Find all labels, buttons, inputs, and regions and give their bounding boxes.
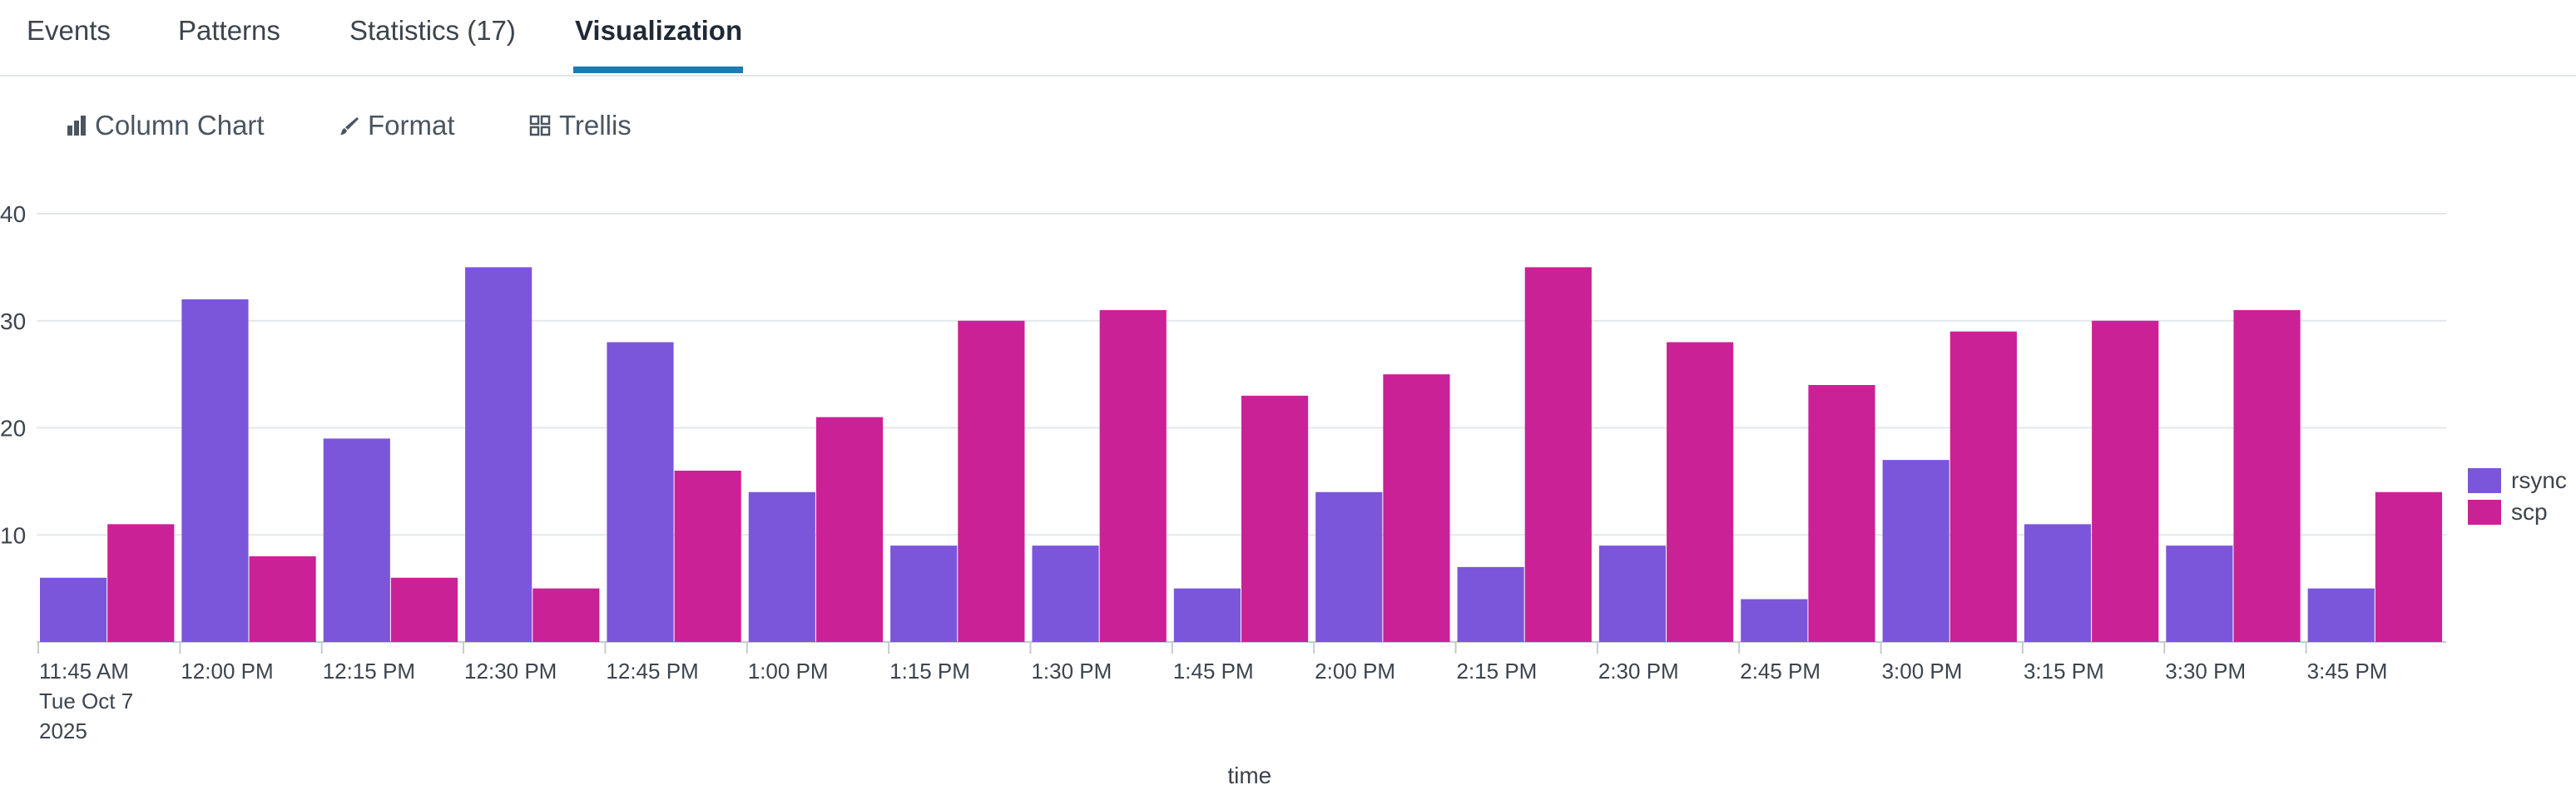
x-tick-label: 2:30 PM [1598, 659, 1679, 684]
x-tick-label: 12:00 PM [181, 659, 273, 684]
y-tick-label: 40 [0, 201, 26, 227]
y-tick-label: 20 [0, 416, 26, 442]
active-tab-indicator [573, 67, 743, 73]
tab-events[interactable]: Events [27, 15, 111, 46]
bar-rsync [2166, 546, 2233, 642]
x-tick-label: 3:15 PM [2024, 659, 2104, 684]
legend-label: rsync [2511, 467, 2567, 493]
bar-rsync [2024, 524, 2092, 642]
bar-rsync [1315, 491, 1383, 642]
bar-rsync [323, 438, 390, 642]
x-tick-label: 12:15 PM [323, 659, 415, 684]
x-tick-label: 3:00 PM [1882, 659, 1963, 684]
bar-rsync [2307, 588, 2375, 642]
bar-scp [249, 556, 316, 642]
grid-icon [529, 115, 551, 136]
bar-scp [958, 320, 1025, 642]
bar-scp [1099, 309, 1167, 642]
x-tick-label: 1:45 PM [1173, 659, 1254, 684]
bar-scp [815, 417, 884, 642]
bar-scp [2092, 320, 2159, 642]
bar-scp [1383, 374, 1450, 642]
column-chart: 10 20 30 40 11:45 AM 12:00 PM 12:15 PM 12:30 PM… [0, 201, 2446, 785]
tab-bar: Events Patterns Statistics (17) Visualiz… [0, 0, 2576, 77]
legend-item-scp[interactable]: scp [2468, 499, 2548, 526]
x-tick-label: 2:00 PM [1315, 659, 1395, 684]
x-tick-sublabel: Tue Oct 7 [39, 689, 133, 713]
x-tick-label: 3:45 PM [2307, 659, 2388, 684]
bar-scp [1808, 385, 1875, 642]
y-tick-label: 10 [0, 522, 26, 548]
legend-swatch [2468, 468, 2501, 493]
bar-scp [1241, 395, 1309, 642]
legend-label: scp [2511, 499, 2548, 525]
bar-scp [533, 588, 600, 642]
format-label: Format [368, 110, 455, 141]
legend-swatch [2468, 500, 2501, 525]
x-tick-label: 2:15 PM [1457, 659, 1538, 684]
tab-visualization[interactable]: Visualization [575, 15, 743, 46]
paintbrush-icon [340, 117, 359, 135]
x-tick-label: 1:00 PM [748, 659, 829, 684]
x-tick-label: 11:45 AM [39, 659, 129, 684]
bar-scp [1524, 267, 1592, 642]
bar-scp [2233, 309, 2301, 642]
bar-scp [1949, 331, 2017, 642]
bar-rsync [748, 491, 815, 642]
bar-rsync [40, 577, 107, 642]
bar-rsync [181, 299, 249, 642]
x-tick-sublabel: 2025 [39, 718, 87, 743]
x-tick-label: 12:45 PM [606, 659, 698, 684]
column-chart-label: Column Chart [95, 110, 265, 141]
x-tick-label: 2:45 PM [1740, 659, 1821, 684]
x-tick-label: 1:30 PM [1031, 659, 1112, 684]
format-button[interactable]: Format [339, 110, 455, 141]
bar-scp [107, 524, 175, 642]
trellis-label: Trellis [559, 110, 632, 141]
bar-chart-icon [67, 116, 86, 136]
x-tick-label: 1:15 PM [889, 659, 970, 684]
tab-statistics[interactable]: Statistics (17) [349, 15, 516, 46]
bar-rsync [1741, 599, 1808, 642]
x-tick-label: 12:30 PM [464, 659, 557, 684]
column-chart-button[interactable]: Column Chart [67, 110, 265, 141]
bar-rsync [465, 267, 533, 642]
x-tick-label: 3:30 PM [2165, 659, 2246, 684]
legend-item-rsync[interactable]: rsync [2468, 467, 2567, 494]
x-axis-title: _time [1214, 763, 1271, 785]
trellis-button[interactable]: Trellis [529, 110, 632, 141]
bar-scp [1667, 342, 1734, 642]
bar-scp [390, 577, 458, 642]
bar-scp [2375, 491, 2442, 642]
bar-rsync [1882, 460, 1949, 642]
bar-rsync [1457, 566, 1524, 642]
bar-scp [674, 471, 741, 642]
tab-patterns[interactable]: Patterns [178, 15, 280, 46]
bar-rsync [607, 342, 674, 642]
y-tick-label: 30 [0, 309, 26, 334]
bar-rsync [1032, 546, 1099, 642]
bar-rsync [890, 546, 958, 642]
bar-rsync [1598, 546, 1667, 642]
bar-rsync [1173, 588, 1241, 642]
